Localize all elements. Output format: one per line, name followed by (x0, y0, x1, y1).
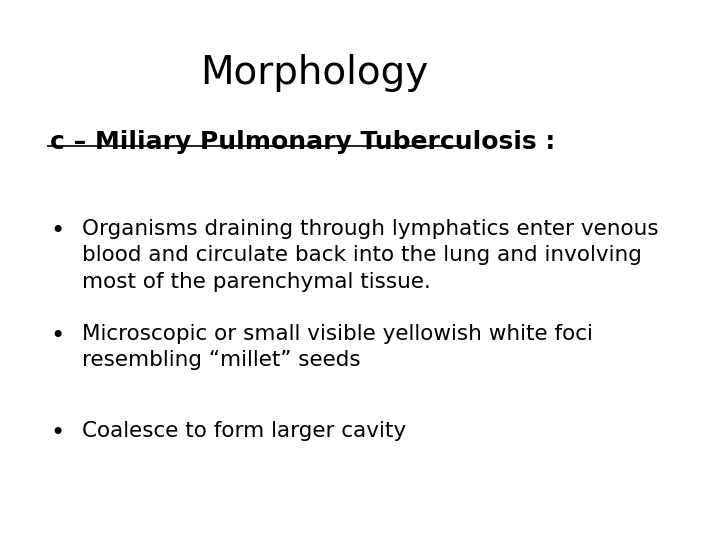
Text: Coalesce to form larger cavity: Coalesce to form larger cavity (82, 421, 406, 441)
Text: •: • (50, 219, 65, 242)
Text: •: • (50, 421, 65, 445)
Text: Microscopic or small visible yellowish white foci
resembling “millet” seeds: Microscopic or small visible yellowish w… (82, 324, 593, 370)
Text: Organisms draining through lymphatics enter venous
blood and circulate back into: Organisms draining through lymphatics en… (82, 219, 658, 292)
Text: •: • (50, 324, 65, 348)
Text: c – Miliary Pulmonary Tuberculosis :: c – Miliary Pulmonary Tuberculosis : (50, 130, 556, 153)
Text: Morphology: Morphology (200, 54, 428, 92)
